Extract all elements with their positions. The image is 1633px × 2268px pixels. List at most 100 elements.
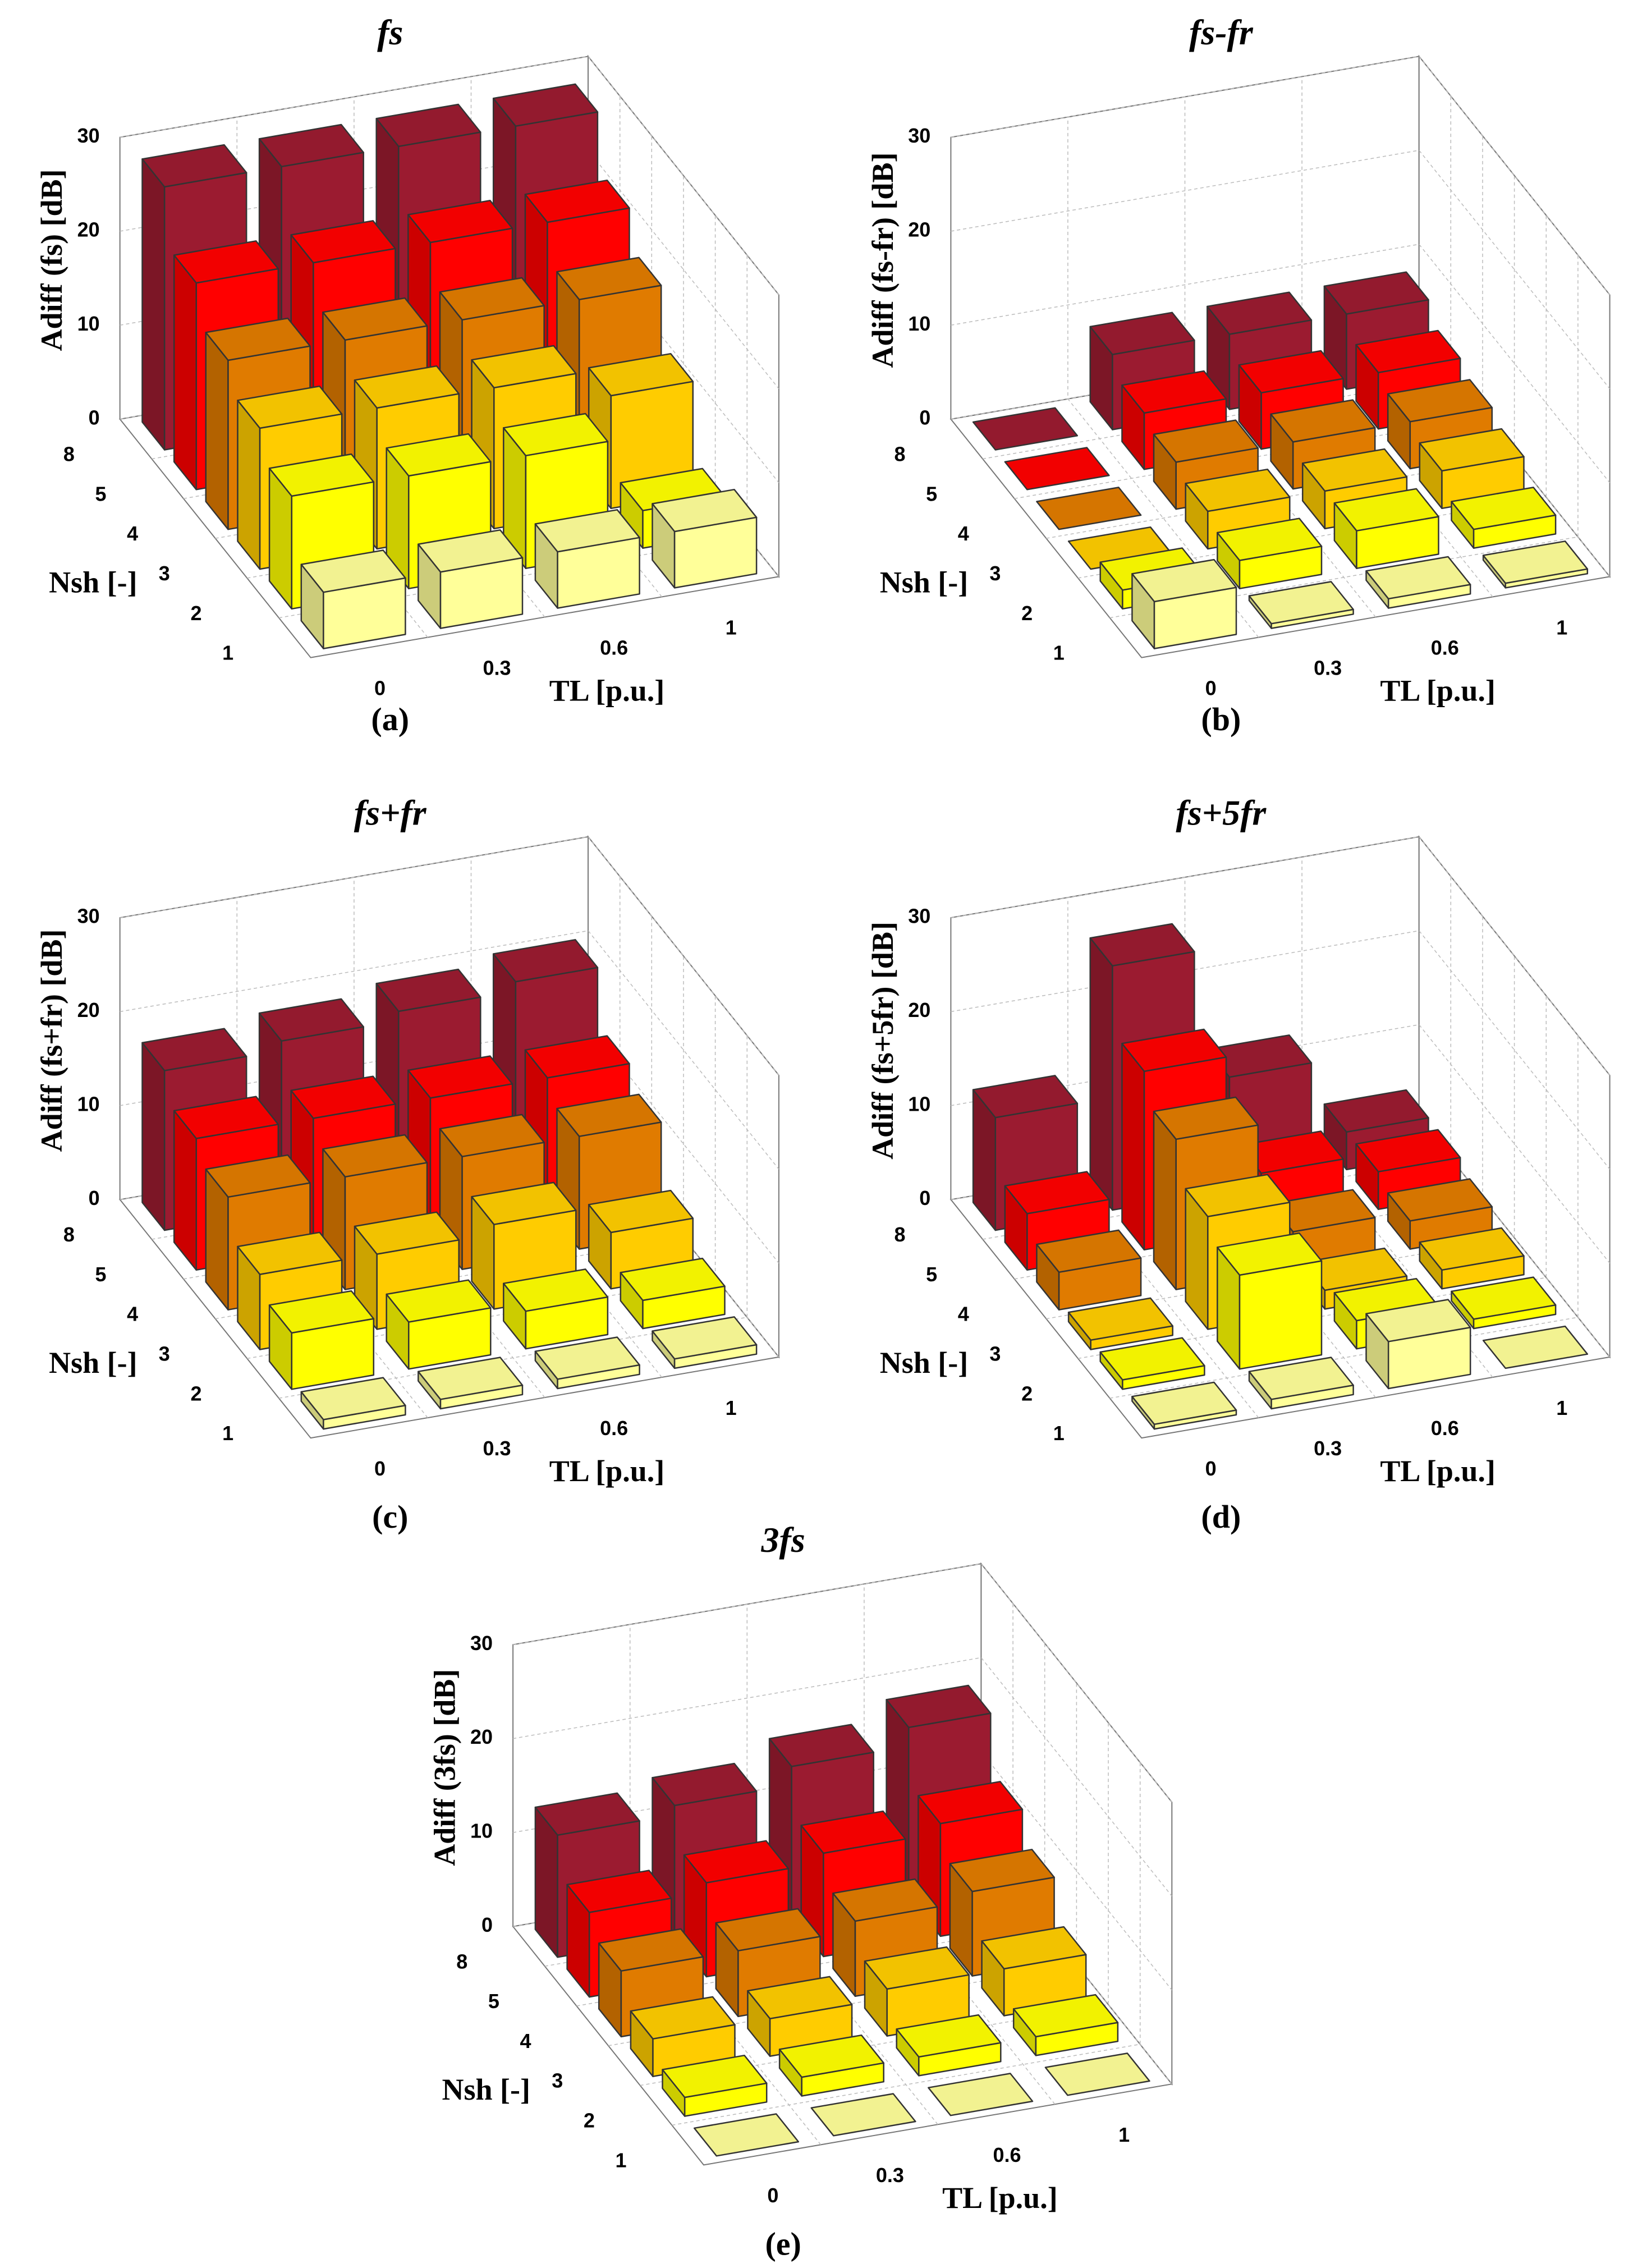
- y-axis-label: Nsh [-]: [880, 565, 969, 599]
- y-tick-label: 4: [958, 522, 969, 545]
- y-tick-label: 1: [1053, 1422, 1065, 1445]
- chart-title: 3fs: [761, 1520, 805, 1560]
- y-tick-label: 8: [63, 443, 75, 466]
- bar-top: [652, 1762, 758, 1807]
- bar-top: [1089, 311, 1195, 355]
- y-tick-label: 1: [222, 642, 233, 665]
- bar: [1131, 1381, 1237, 1430]
- bar-top: [1004, 447, 1110, 491]
- floor-grid: [1077, 996, 1547, 1359]
- z-tick-label: 0: [919, 1186, 930, 1209]
- z-tick-label: 20: [908, 218, 930, 241]
- x-axis-label: TL [p.u.]: [549, 673, 665, 707]
- panel-label: (d): [1201, 1499, 1241, 1535]
- bar-top: [747, 1976, 853, 2019]
- x-tick-label: 1: [1556, 1396, 1567, 1419]
- panel-label: (e): [765, 2225, 801, 2262]
- bar-top: [492, 83, 599, 127]
- bar-top: [471, 1181, 577, 1225]
- bar-top: [1185, 1174, 1291, 1217]
- bar-top: [810, 2093, 916, 2137]
- bar-top: [1323, 1089, 1429, 1133]
- x-axis-label: TL [p.u.]: [549, 1454, 665, 1488]
- y-tick-label: 1: [1053, 642, 1065, 665]
- x-tick-label: 1: [726, 616, 737, 639]
- panel-label: (c): [372, 1499, 408, 1535]
- bar-top: [683, 1840, 790, 1884]
- bar-top: [566, 1870, 672, 1913]
- bar-top: [1248, 1357, 1354, 1400]
- bar-top: [471, 345, 577, 389]
- bar: [503, 1268, 609, 1350]
- y-tick-label: 3: [159, 562, 170, 585]
- bar: [972, 407, 1079, 451]
- bar-top: [864, 1946, 970, 1990]
- bar-top: [386, 433, 492, 477]
- bar-top: [1248, 581, 1354, 625]
- bar-top: [1355, 1129, 1461, 1172]
- x-tick-label: 0.3: [483, 656, 511, 679]
- bar-top: [524, 1035, 630, 1079]
- x-axis-label: TL [p.u.]: [1380, 1454, 1496, 1488]
- chart-title: fs+fr: [354, 793, 427, 833]
- bar-top: [1387, 1178, 1493, 1222]
- bar-top: [588, 1189, 694, 1234]
- z-axis-label: Adiff (fs+5fr) [dB]: [866, 922, 900, 1160]
- bar-top: [1451, 1276, 1557, 1320]
- z-tick-label: 0: [481, 1913, 493, 1936]
- bar-top: [1217, 1232, 1323, 1276]
- y-tick-label: 5: [95, 1263, 106, 1286]
- bar: [1333, 488, 1439, 569]
- floor-grid: [247, 996, 716, 1359]
- bar-top: [524, 179, 630, 223]
- bar-top: [503, 1268, 609, 1312]
- y-tick-label: 2: [1021, 602, 1033, 625]
- bar-front: [1238, 1260, 1323, 1370]
- bar-top: [800, 1810, 906, 1854]
- bar-top: [918, 1781, 1024, 1825]
- y-tick-label: 8: [456, 1950, 467, 1973]
- floor-grid: [1077, 215, 1547, 579]
- z-tick-label: 10: [470, 1820, 493, 1843]
- bar-top: [1270, 399, 1376, 443]
- bar-top: [556, 1093, 662, 1137]
- y-tick-label: 8: [894, 1223, 905, 1246]
- bar-side: [173, 254, 198, 491]
- bar-top: [205, 317, 311, 361]
- z-tick-label: 10: [908, 312, 930, 335]
- bar: [832, 1878, 938, 1997]
- bar-top: [322, 1134, 428, 1178]
- bar-top: [141, 1028, 247, 1071]
- bar-top: [237, 385, 343, 429]
- bar-top: [1153, 1096, 1259, 1140]
- bar-top: [1238, 350, 1344, 394]
- bar: [630, 1996, 736, 2077]
- bar: [1451, 487, 1557, 549]
- bar-top: [1419, 1227, 1525, 1271]
- z-tick-label: 30: [908, 124, 930, 147]
- y-tick-label: 4: [958, 1303, 969, 1326]
- bar-top: [1482, 1325, 1589, 1369]
- bar: [693, 2113, 800, 2157]
- bar: [1365, 556, 1471, 609]
- y-tick-label: 1: [222, 1422, 233, 1445]
- bar-top: [173, 1096, 279, 1139]
- bar-top: [290, 220, 396, 264]
- bar-top: [662, 2054, 768, 2099]
- z-tick-label: 20: [77, 218, 100, 241]
- bar-side: [1121, 1042, 1145, 1251]
- bar-top: [418, 1357, 524, 1400]
- z-tick-label: 30: [908, 905, 930, 928]
- x-tick-label: 0: [374, 1457, 386, 1480]
- bar: [620, 1257, 726, 1330]
- bar-top: [268, 1290, 375, 1334]
- x-tick-label: 0: [1205, 676, 1217, 699]
- x-tick-label: 0.3: [1314, 1437, 1342, 1460]
- bar: [662, 2054, 768, 2117]
- bar: [1044, 2052, 1150, 2096]
- z-tick-label: 20: [908, 998, 930, 1021]
- bar-top: [1365, 1299, 1471, 1343]
- z-tick-label: 30: [77, 124, 100, 147]
- z-tick-label: 30: [470, 1632, 493, 1655]
- bar-top: [981, 1926, 1087, 1970]
